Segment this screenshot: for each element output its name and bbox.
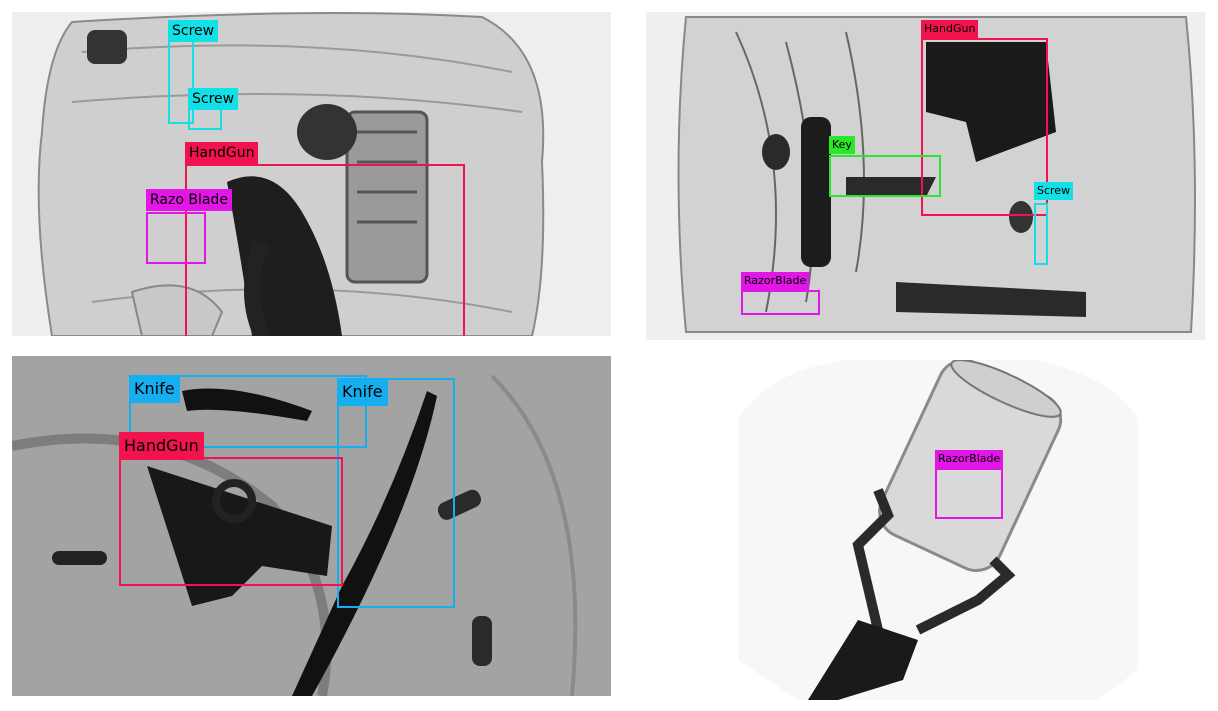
label-razorblade: RazorBlade — [741, 272, 810, 290]
bbox-razorblade — [146, 212, 206, 264]
label-screw-1: Screw — [168, 20, 219, 42]
label-knife-1: Knife — [129, 375, 180, 403]
label-razorblade: RazorBlade — [935, 450, 1004, 468]
label-razorblade: Razo Blade — [146, 189, 232, 211]
bbox-handgun — [119, 457, 343, 586]
bbox-knife-1 — [129, 375, 367, 448]
label-screw-2: Screw — [188, 88, 239, 110]
xray-image-can — [738, 360, 1138, 700]
label-key: Key — [829, 136, 855, 154]
label-handgun: HandGun — [119, 432, 204, 460]
xray-image-bag-3 — [12, 356, 611, 696]
label-screw: Screw — [1034, 182, 1074, 200]
label-handgun: HandGun — [185, 142, 259, 164]
bbox-screw — [1034, 203, 1048, 265]
bbox-handgun — [185, 164, 465, 336]
xray-image-bag-2 — [646, 12, 1205, 340]
bbox-handgun — [921, 38, 1048, 216]
xray-panel-top-left: Screw Screw HandGun Razo Blade — [12, 12, 611, 336]
xray-panel-bottom-right: RazorBlade — [738, 360, 1138, 700]
xray-image-bag-1 — [12, 12, 611, 336]
label-handgun: HandGun — [921, 20, 979, 38]
label-knife-2: Knife — [337, 378, 388, 406]
xray-panel-top-right: HandGun Key Screw RazorBlade — [646, 12, 1205, 340]
xray-panel-bottom-left: Knife Knife HandGun — [12, 356, 611, 696]
bbox-key — [829, 155, 941, 197]
bbox-razorblade — [935, 468, 1003, 519]
bbox-knife-2 — [337, 378, 455, 608]
bbox-razorblade — [741, 290, 820, 315]
